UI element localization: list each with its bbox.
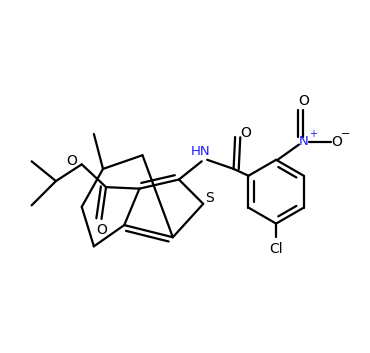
Text: S: S bbox=[205, 191, 214, 205]
Text: Cl: Cl bbox=[269, 242, 283, 256]
Text: O: O bbox=[298, 94, 309, 108]
Text: O: O bbox=[67, 154, 77, 168]
Text: O: O bbox=[332, 134, 342, 149]
Text: −: − bbox=[341, 129, 351, 139]
Text: O: O bbox=[96, 223, 107, 237]
Text: HN: HN bbox=[191, 145, 210, 158]
Text: N: N bbox=[299, 135, 308, 148]
Text: O: O bbox=[240, 126, 251, 140]
Text: +: + bbox=[309, 129, 317, 139]
